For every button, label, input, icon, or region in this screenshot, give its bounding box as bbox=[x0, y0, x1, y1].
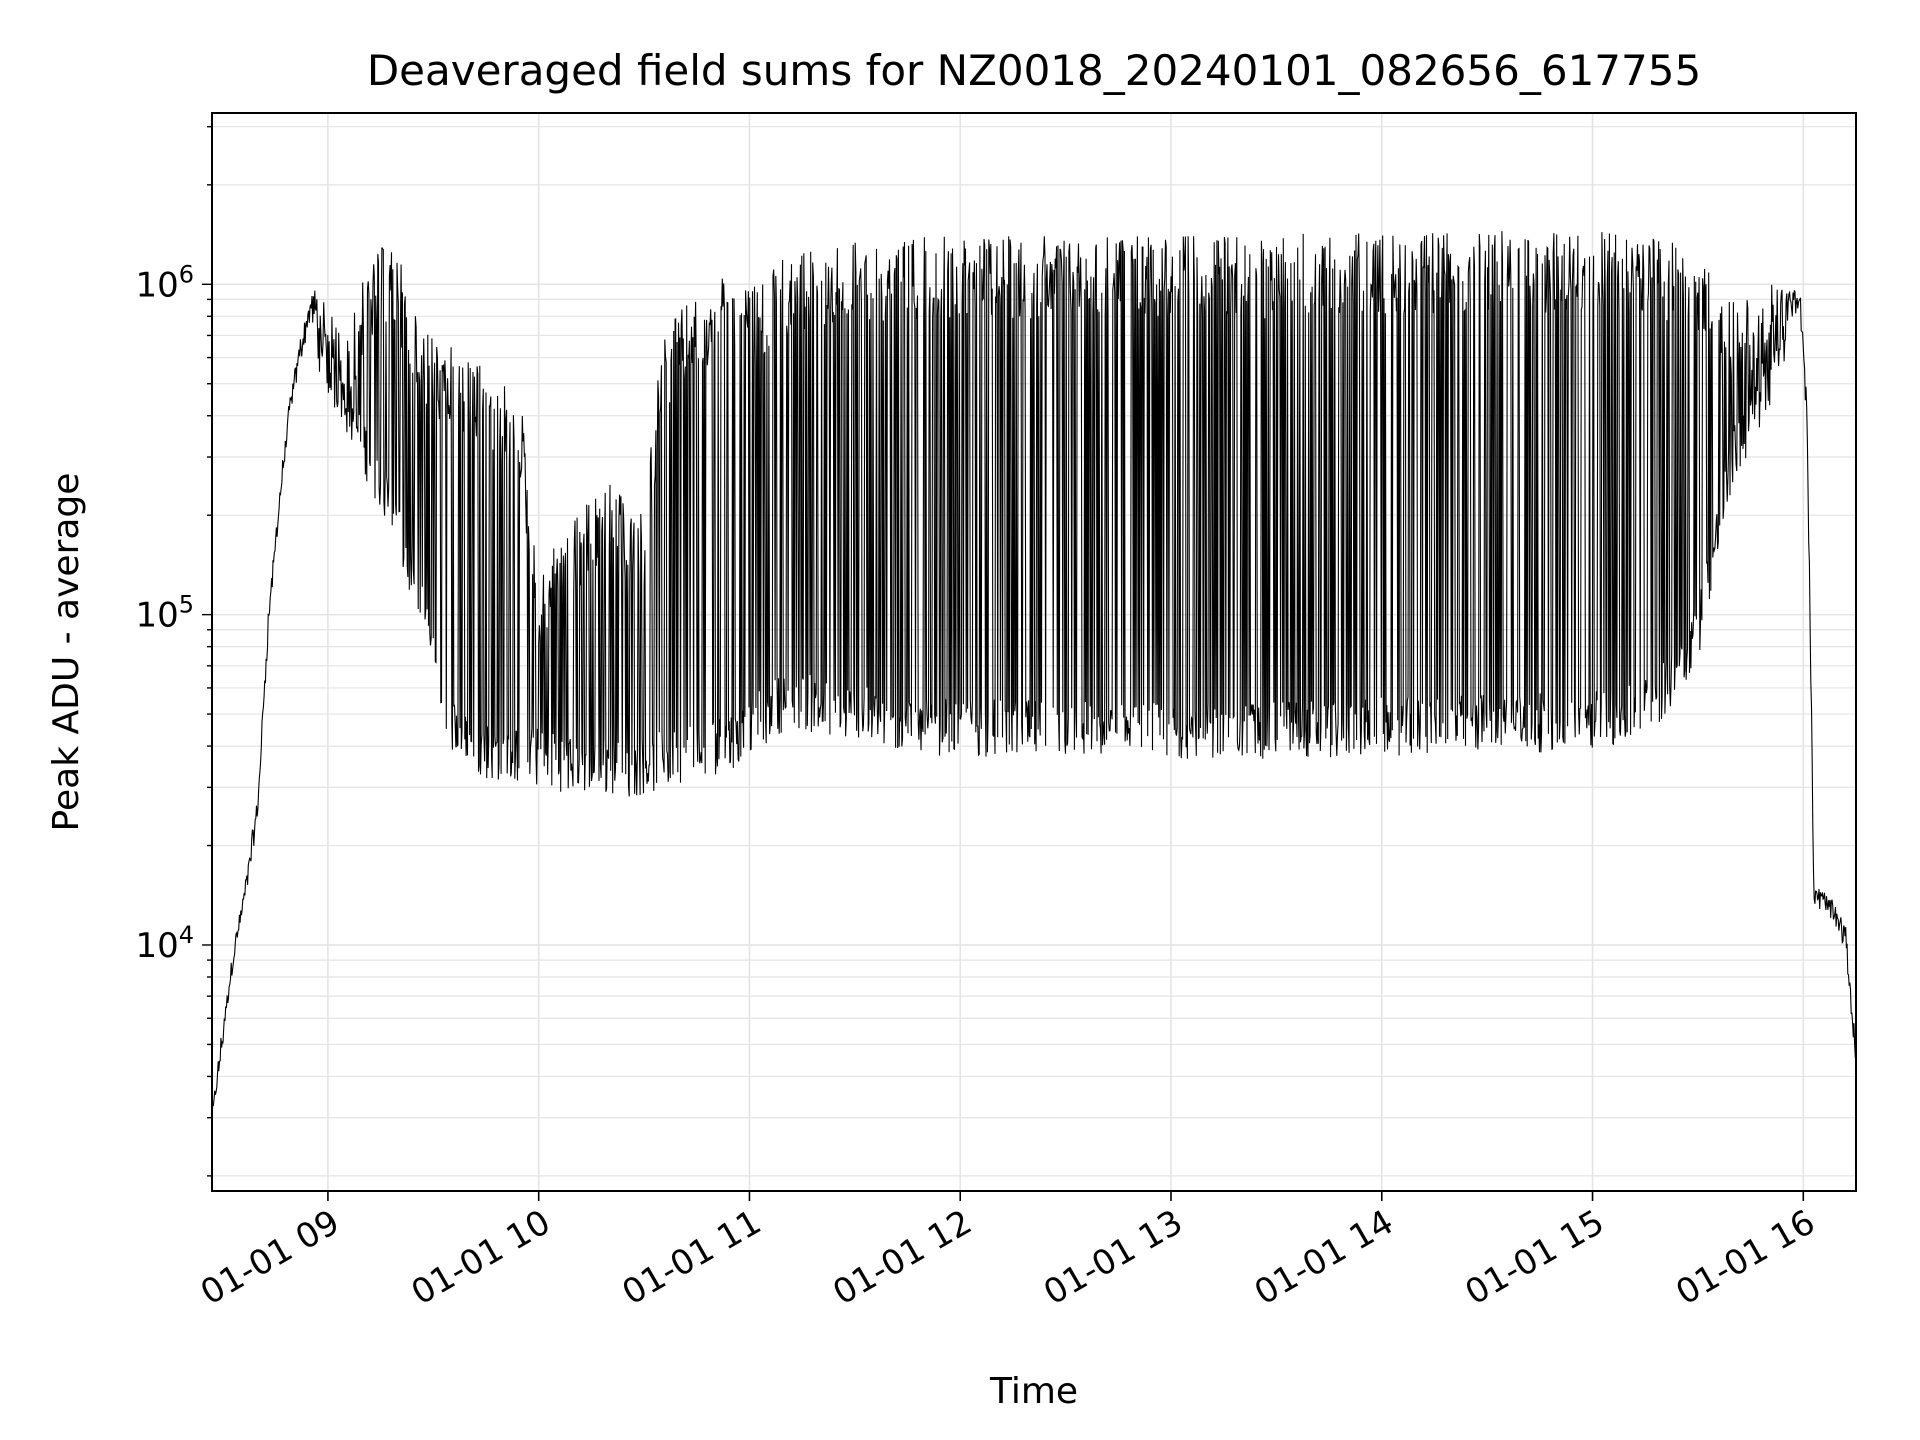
series-line-group bbox=[212, 231, 1856, 1124]
plot-frame bbox=[211, 112, 1857, 1192]
y-tick-label: 104 bbox=[135, 921, 194, 966]
y-axis-label: Peak ADU - average bbox=[46, 473, 87, 832]
y-tick-label: 105 bbox=[135, 591, 194, 636]
y-tick-label: 106 bbox=[135, 260, 194, 305]
chart-title: Deaveraged field sums for NZ0018_2024010… bbox=[367, 46, 1701, 95]
plot-area bbox=[212, 231, 1856, 1124]
x-axis-label: Time bbox=[989, 1371, 1078, 1412]
series-line bbox=[212, 231, 1856, 1124]
y-axis-ticks: 104 105 106 bbox=[135, 125, 212, 1177]
